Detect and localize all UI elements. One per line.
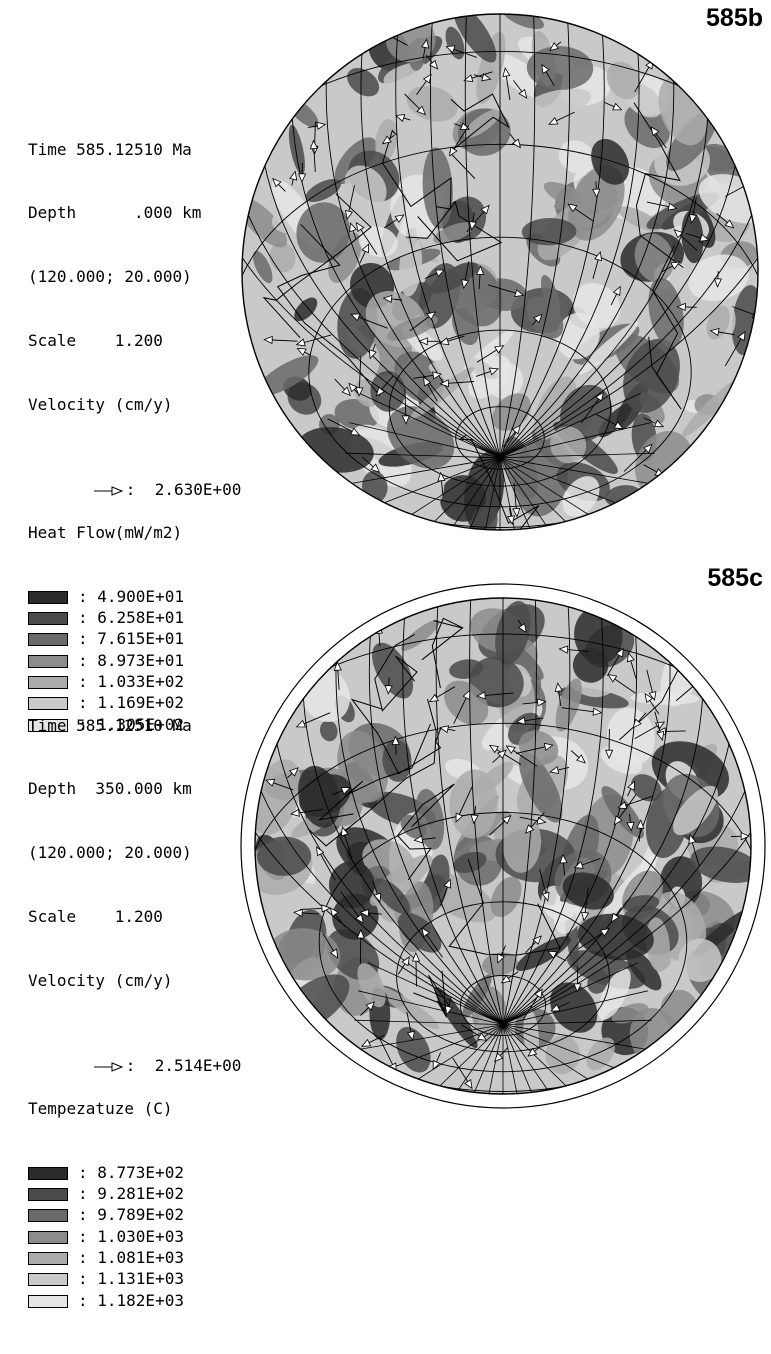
velocity-label: Velocity (cm/y) — [28, 394, 241, 415]
coords-label: (120.000; 20.000) — [28, 266, 241, 287]
velocity-label: Velocity (cm/y) — [28, 970, 241, 991]
legend-swatch — [28, 1188, 68, 1201]
legend-level-row: : 1.182E+03 — [28, 1290, 241, 1311]
legend-swatch — [28, 1167, 68, 1180]
legend: Time 585.12510 Ma Depth 350.000 km (120.… — [28, 672, 241, 1354]
velocity-arrow-icon — [86, 485, 126, 497]
coords-label: (120.000; 20.000) — [28, 842, 241, 863]
legend-level-row: : 1.131E+03 — [28, 1268, 241, 1289]
scale-label: Scale 1.200 — [28, 330, 241, 351]
legend-swatch — [28, 1209, 68, 1222]
legend-level-value: : 9.281E+02 — [78, 1184, 184, 1203]
velocity-row: : 2.514E+00 — [28, 1034, 241, 1055]
legend-swatch — [28, 1252, 68, 1265]
globe-map — [238, 580, 768, 1112]
legend-swatch — [28, 1231, 68, 1244]
legend-level-value: : 1.081E+03 — [78, 1248, 184, 1267]
globe-map — [240, 0, 760, 552]
depth-label: Depth 350.000 km — [28, 778, 241, 799]
time-label: Time 585.12510 Ma — [28, 139, 241, 160]
velocity-row: : 2.630E+00 — [28, 458, 241, 479]
legend-level-row: : 1.081E+03 — [28, 1247, 241, 1268]
depth-label: Depth .000 km — [28, 202, 241, 223]
velocity-value: : 2.514E+00 — [126, 1056, 242, 1075]
level-list: : 8.773E+02 : 9.281E+02 : 9.789E+02 : 1.030… — [28, 1162, 241, 1311]
legend-level-value: : 9.789E+02 — [78, 1205, 184, 1224]
panel-585b: 585b Time 585.12510 Ma Depth .000 km (12… — [0, 0, 771, 552]
legend-level-value: : 1.030E+03 — [78, 1227, 184, 1246]
velocity-value: : 2.630E+00 — [126, 480, 242, 499]
legend-swatch — [28, 1273, 68, 1286]
velocity-arrow-icon — [86, 1061, 126, 1073]
legend-level-value: : 1.131E+03 — [78, 1269, 184, 1288]
legend-level-row: : 9.789E+02 — [28, 1204, 241, 1225]
legend-level-value: : 8.773E+02 — [78, 1163, 184, 1182]
legend-level-row: : 1.030E+03 — [28, 1226, 241, 1247]
field-label: Tempezatuze (C) — [28, 1098, 241, 1119]
scale-label: Scale 1.200 — [28, 906, 241, 927]
legend-swatch — [28, 1295, 68, 1308]
field-label: Heat Flow(mW/m2) — [28, 522, 241, 543]
time-label: Time 585.12510 Ma — [28, 715, 241, 736]
legend-level-value: : 1.182E+03 — [78, 1291, 184, 1310]
legend-level-row: : 8.773E+02 — [28, 1162, 241, 1183]
panel-585c: 585c Time 585.12510 Ma Depth 350.000 km … — [0, 560, 771, 1119]
legend-level-row: : 9.281E+02 — [28, 1183, 241, 1204]
